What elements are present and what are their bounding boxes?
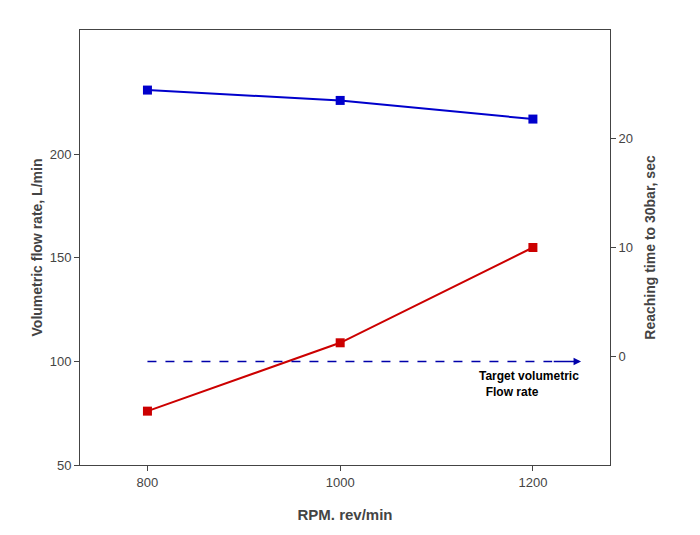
svg-text:1200: 1200 xyxy=(518,475,547,490)
svg-text:RPM. rev/min: RPM. rev/min xyxy=(297,506,392,523)
svg-text:1000: 1000 xyxy=(326,475,355,490)
svg-text:800: 800 xyxy=(137,475,159,490)
svg-text:50: 50 xyxy=(57,458,71,473)
svg-text:Target volumetric Flow rate: Target volumetric Flow rate xyxy=(479,369,579,399)
svg-text:20: 20 xyxy=(619,131,633,146)
svg-text:Reaching time to 30bar, sec: Reaching time to 30bar, sec xyxy=(642,155,658,340)
svg-text:150: 150 xyxy=(50,250,72,265)
svg-text:Volumetric flow rate, L/min: Volumetric flow rate, L/min xyxy=(29,159,45,337)
svg-text:200: 200 xyxy=(50,147,72,162)
svg-text:10: 10 xyxy=(619,240,633,255)
svg-text:100: 100 xyxy=(50,354,72,369)
svg-text:0: 0 xyxy=(619,349,626,364)
